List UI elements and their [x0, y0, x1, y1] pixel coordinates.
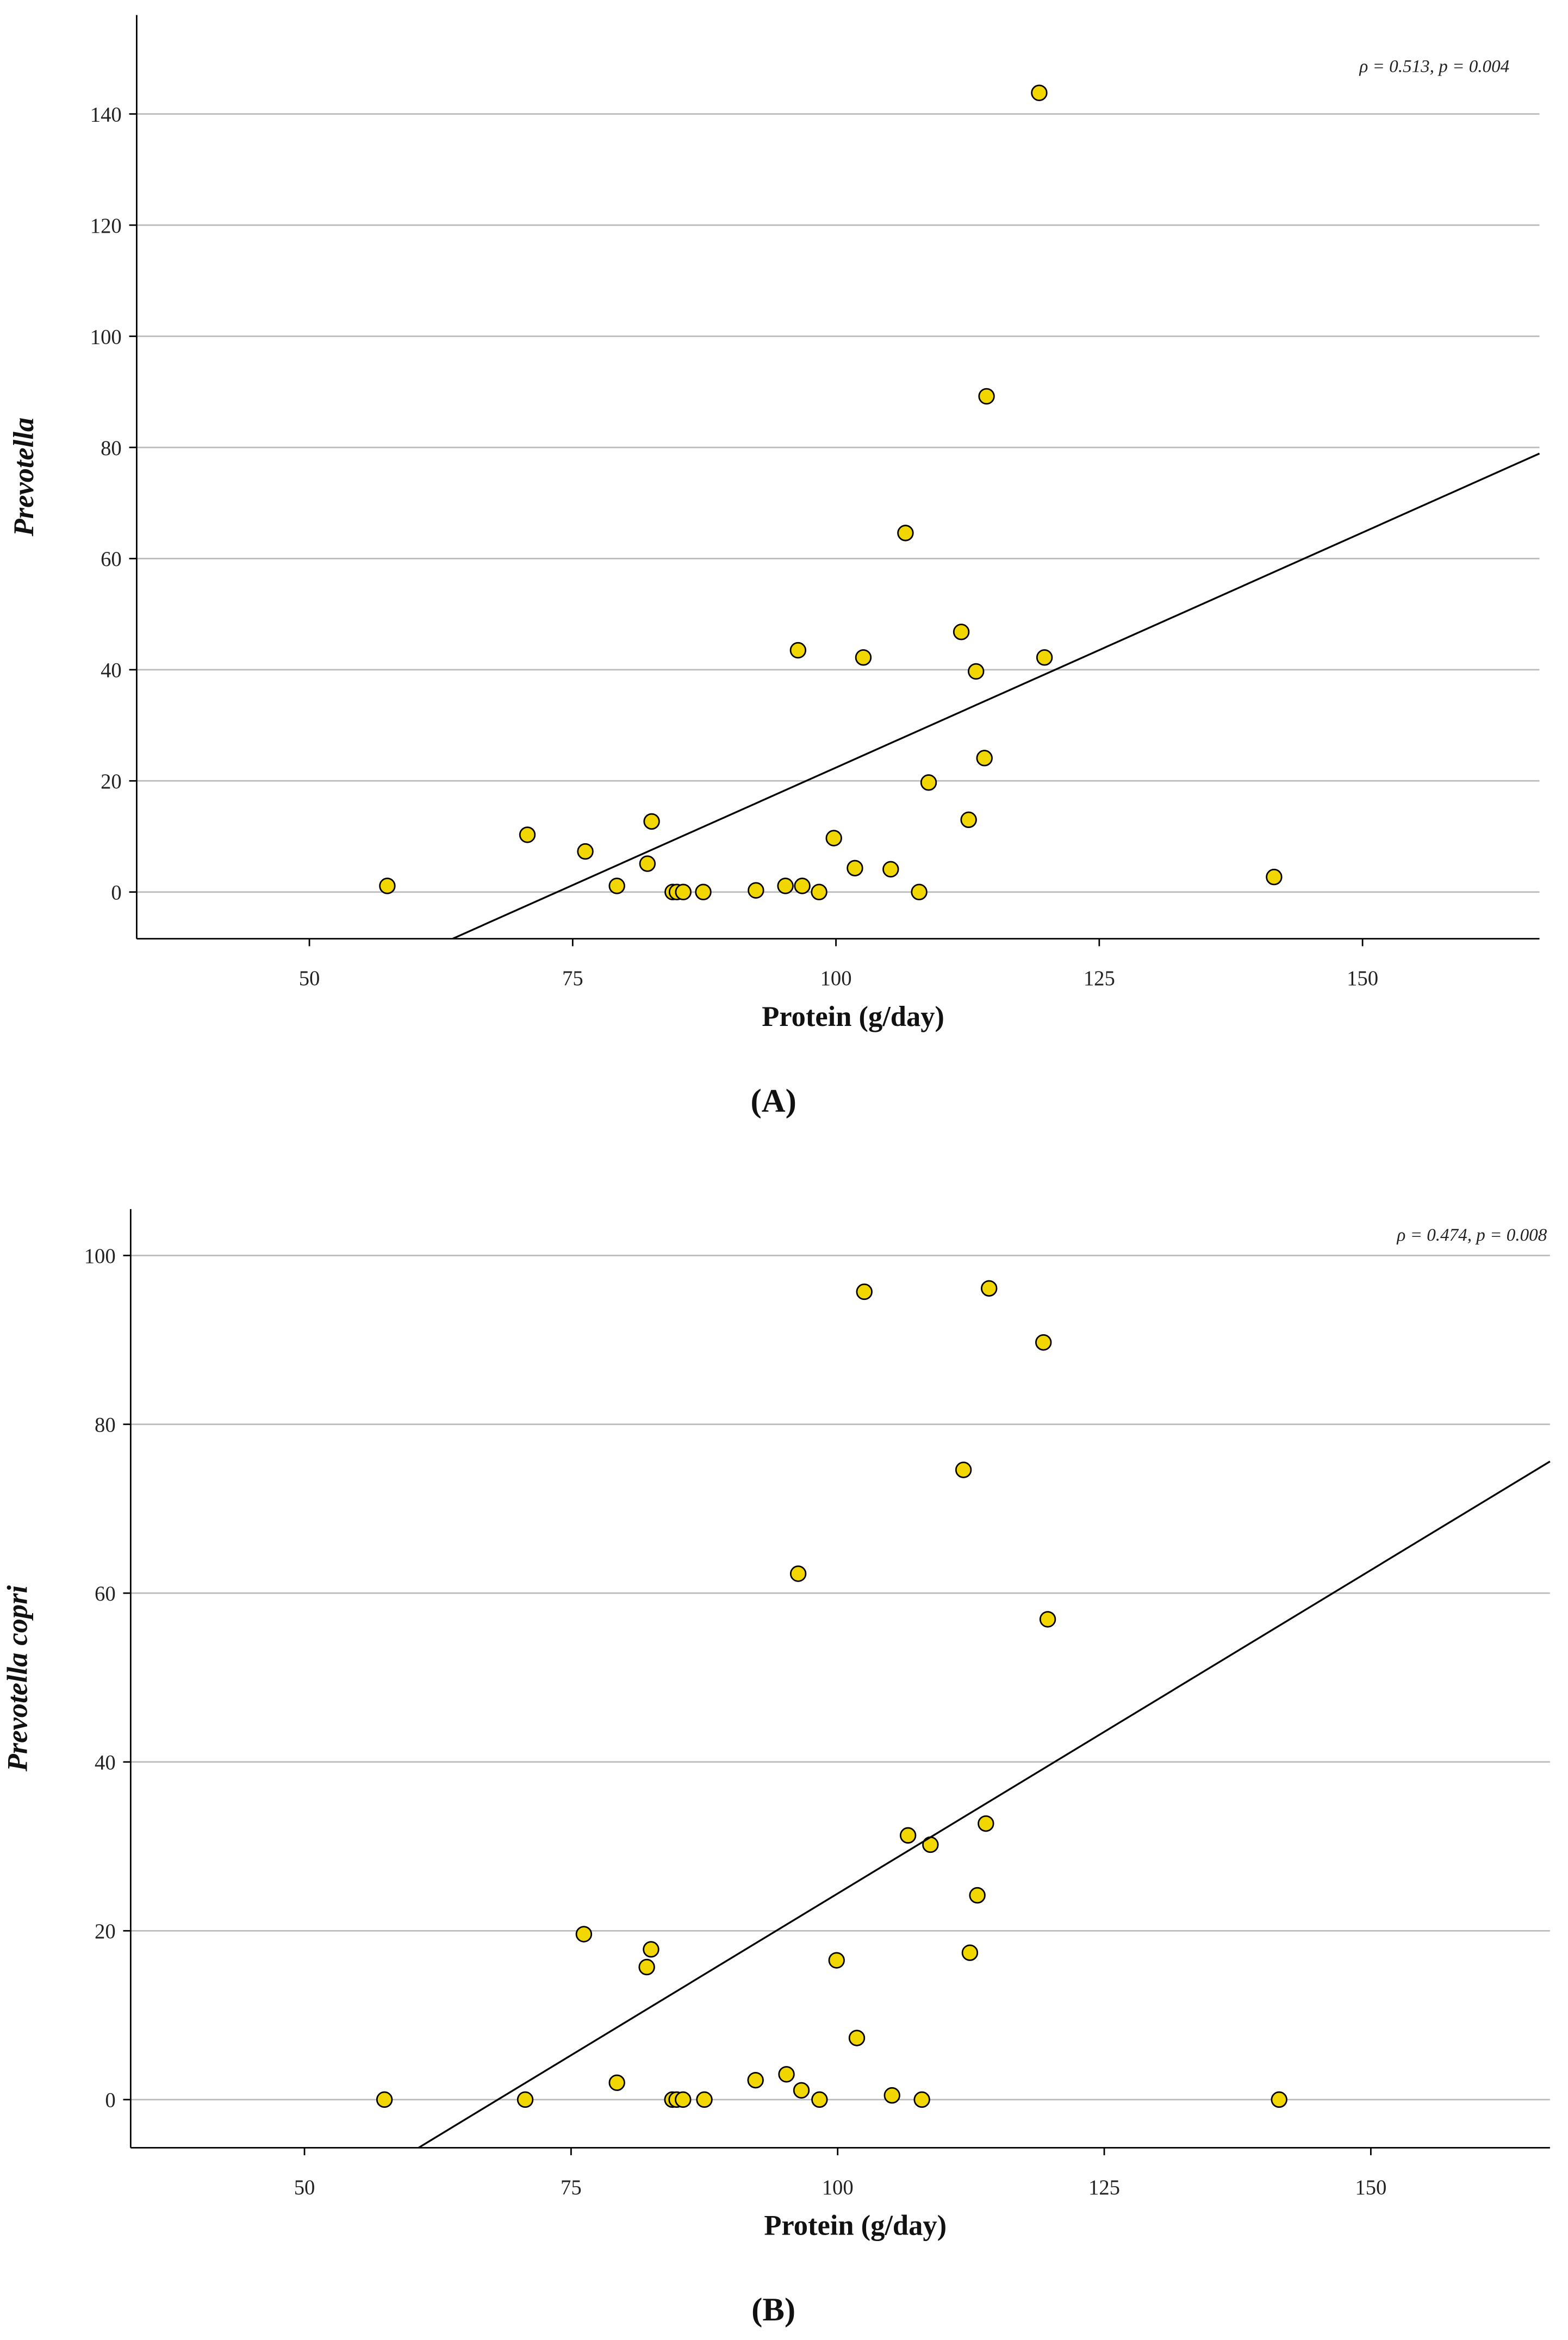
- point: [577, 843, 594, 860]
- point: [811, 2091, 828, 2108]
- x-tick-label: 75: [562, 967, 583, 990]
- x-tick-label: 150: [1355, 2176, 1386, 2199]
- point: [882, 861, 899, 877]
- point: [789, 642, 807, 659]
- point: [789, 1565, 807, 1582]
- point: [748, 882, 764, 899]
- point: [1035, 1334, 1052, 1351]
- point: [608, 2074, 625, 2091]
- x-tick-label: 100: [820, 967, 852, 990]
- y-tick-label: 40: [101, 659, 122, 682]
- x-tick-label: 50: [299, 967, 320, 990]
- point: [379, 877, 396, 894]
- x-tick-label: 75: [561, 2176, 582, 2199]
- x-axis-title: Protein (g/day): [762, 1001, 944, 1032]
- point: [981, 1280, 998, 1297]
- point: [376, 2091, 393, 2108]
- point: [517, 2091, 534, 2108]
- point: [883, 2087, 900, 2104]
- point: [847, 860, 863, 876]
- point: [978, 1815, 994, 1832]
- point: [911, 883, 928, 900]
- point: [1039, 1611, 1056, 1628]
- point: [969, 1887, 986, 1904]
- point: [639, 855, 656, 872]
- y-tick-label: 80: [95, 1414, 116, 1437]
- fit-line: [418, 1460, 1551, 2149]
- point: [777, 877, 794, 894]
- point: [695, 883, 712, 900]
- point: [643, 813, 660, 830]
- y-tick-label: 20: [95, 1920, 116, 1943]
- x-tick-label: 125: [1088, 2176, 1120, 2199]
- x-axis-title: Protein (g/day): [764, 2210, 947, 2242]
- point: [608, 877, 625, 894]
- x-tick-label: 100: [822, 2176, 854, 2199]
- point: [793, 2082, 810, 2099]
- point: [953, 624, 970, 640]
- y-tick-label: 140: [90, 103, 122, 126]
- point: [913, 2091, 930, 2108]
- y-tick-label: 20: [101, 770, 122, 793]
- point: [519, 826, 536, 843]
- point: [920, 774, 937, 791]
- point: [575, 1926, 593, 1943]
- y-tick-label: 80: [101, 437, 122, 460]
- point: [811, 883, 827, 900]
- y-tick-label: 0: [105, 2089, 115, 2112]
- point: [961, 1944, 979, 1961]
- point: [794, 877, 811, 894]
- y-axis-title: Prevotella: [8, 418, 40, 537]
- panel-label: (A): [750, 1082, 796, 1119]
- point: [855, 649, 872, 666]
- y-axis-title: Prevotella copri: [2, 1585, 34, 1772]
- point: [976, 750, 993, 767]
- y-tick-label: 120: [90, 215, 122, 238]
- point: [1031, 84, 1048, 101]
- x-tick-label: 150: [1347, 967, 1378, 990]
- y-tick-label: 40: [95, 1752, 116, 1775]
- point: [747, 2071, 764, 2089]
- x-tick-label: 125: [1084, 967, 1115, 990]
- point: [1036, 649, 1053, 666]
- point: [856, 1283, 873, 1300]
- y-tick-label: 0: [111, 882, 121, 905]
- annotation: ρ = 0.513, p = 0.004: [1359, 57, 1509, 77]
- point: [968, 663, 985, 680]
- point: [675, 2091, 692, 2108]
- x-tick-label: 50: [294, 2176, 315, 2199]
- y-tick-label: 100: [84, 1245, 116, 1268]
- point: [899, 1827, 917, 1844]
- y-tick-label: 60: [95, 1583, 116, 1605]
- point: [955, 1461, 972, 1478]
- panel-label: (B): [751, 2292, 795, 2328]
- point: [696, 2091, 713, 2108]
- point: [825, 830, 842, 847]
- point: [848, 2030, 866, 2046]
- point: [778, 2066, 795, 2083]
- point: [978, 388, 995, 405]
- point: [828, 1952, 845, 1969]
- y-tick-label: 100: [90, 326, 122, 348]
- point: [897, 525, 914, 542]
- fit-line: [452, 452, 1540, 940]
- point: [638, 1958, 655, 1976]
- point: [1266, 868, 1283, 886]
- point: [675, 883, 692, 900]
- point: [643, 1941, 659, 1958]
- y-tick-label: 60: [101, 548, 122, 571]
- annotation: ρ = 0.474, p = 0.008: [1396, 1225, 1547, 1245]
- point: [960, 811, 977, 829]
- point: [1271, 2091, 1287, 2108]
